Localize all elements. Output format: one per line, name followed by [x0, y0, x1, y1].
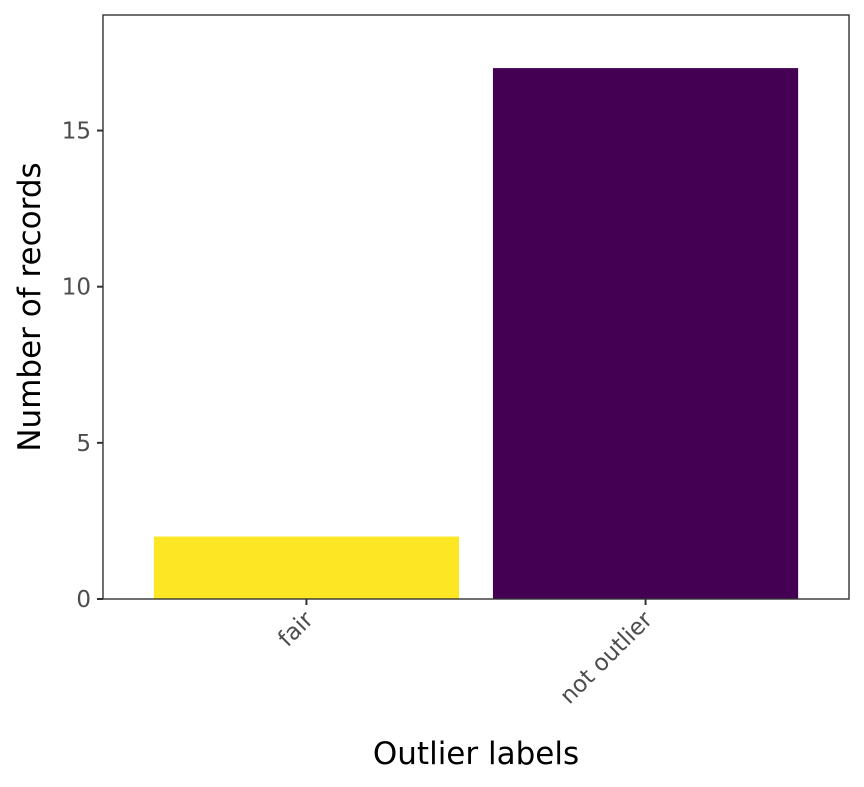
y-tick-label: 15 [62, 119, 91, 145]
bar-not-outlier [492, 68, 799, 599]
plot-panel-border [102, 14, 850, 600]
bar-fair [153, 536, 460, 599]
bars-group [153, 68, 799, 599]
y-tick-label: 5 [76, 431, 91, 457]
y-axis-title: Number of records [12, 162, 48, 451]
y-tick-label: 0 [76, 587, 91, 613]
y-axis: 0 5 10 15 [62, 119, 103, 613]
x-axis-title: Outlier labels [373, 736, 579, 772]
y-tick-label: 10 [62, 275, 91, 301]
